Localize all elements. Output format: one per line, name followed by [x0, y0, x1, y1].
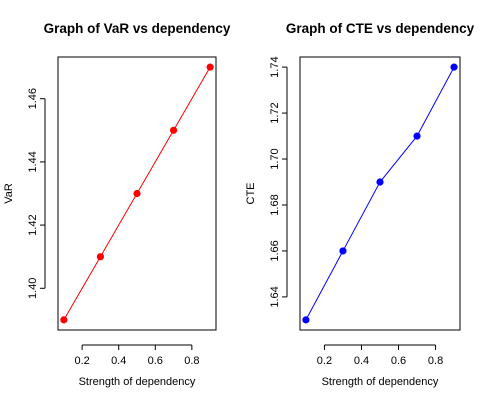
x-tick-label: 0.2 — [74, 355, 89, 367]
data-point — [60, 316, 68, 324]
x-tick-label: 0.8 — [184, 355, 199, 367]
plot-frame — [57, 56, 217, 331]
x-axis-label: Strength of dependency — [322, 376, 439, 388]
x-tick-label: 0.4 — [111, 355, 126, 367]
x-tick-label: 0.6 — [148, 355, 163, 367]
data-point — [96, 253, 105, 261]
x-tick-label: 0.6 — [391, 355, 406, 367]
x-tick-label: 0.4 — [354, 355, 369, 367]
y-tick-label: 1.72 — [269, 102, 281, 123]
x-tick-label: 0.8 — [428, 355, 443, 367]
y-tick-label: 1.40 — [27, 278, 39, 299]
y-tick-label: 1.68 — [269, 194, 281, 215]
data-point — [169, 126, 178, 134]
data-point — [206, 63, 214, 71]
x-axis-label: Strength of dependency — [79, 376, 196, 388]
data-point — [413, 132, 421, 140]
y-tick-label: 1.70 — [269, 148, 281, 169]
y-tick-label: 1.44 — [27, 151, 39, 172]
series-line — [305, 66, 455, 321]
chart-title: Graph of CTE vs dependency — [286, 21, 475, 36]
x-tick-label: 0.2 — [317, 355, 332, 367]
data-point — [376, 178, 384, 186]
plot-frame — [299, 56, 461, 331]
data-point — [302, 316, 310, 324]
chart-panel-2: Graph of CTE vs dependency 0.2 0.4 0.6 0.8 1.… — [245, 21, 475, 388]
y-tick-label: 1.46 — [27, 88, 39, 109]
y-tick-label: 1.74 — [269, 56, 281, 77]
y-tick-label: 1.64 — [269, 286, 281, 307]
y-axis-label: VaR — [3, 183, 15, 204]
chart-panel-1: Graph of VaR vs dependency 0.2 0.4 0.6 0.8 1.… — [3, 21, 231, 388]
data-point — [339, 247, 347, 255]
data-point — [133, 189, 141, 198]
y-axis-label: CTE — [245, 183, 257, 205]
data-point — [450, 63, 458, 71]
y-tick-label: 1.42 — [27, 214, 39, 235]
y-tick-label: 1.66 — [269, 240, 281, 261]
chart-title: Graph of VaR vs dependency — [44, 21, 231, 36]
